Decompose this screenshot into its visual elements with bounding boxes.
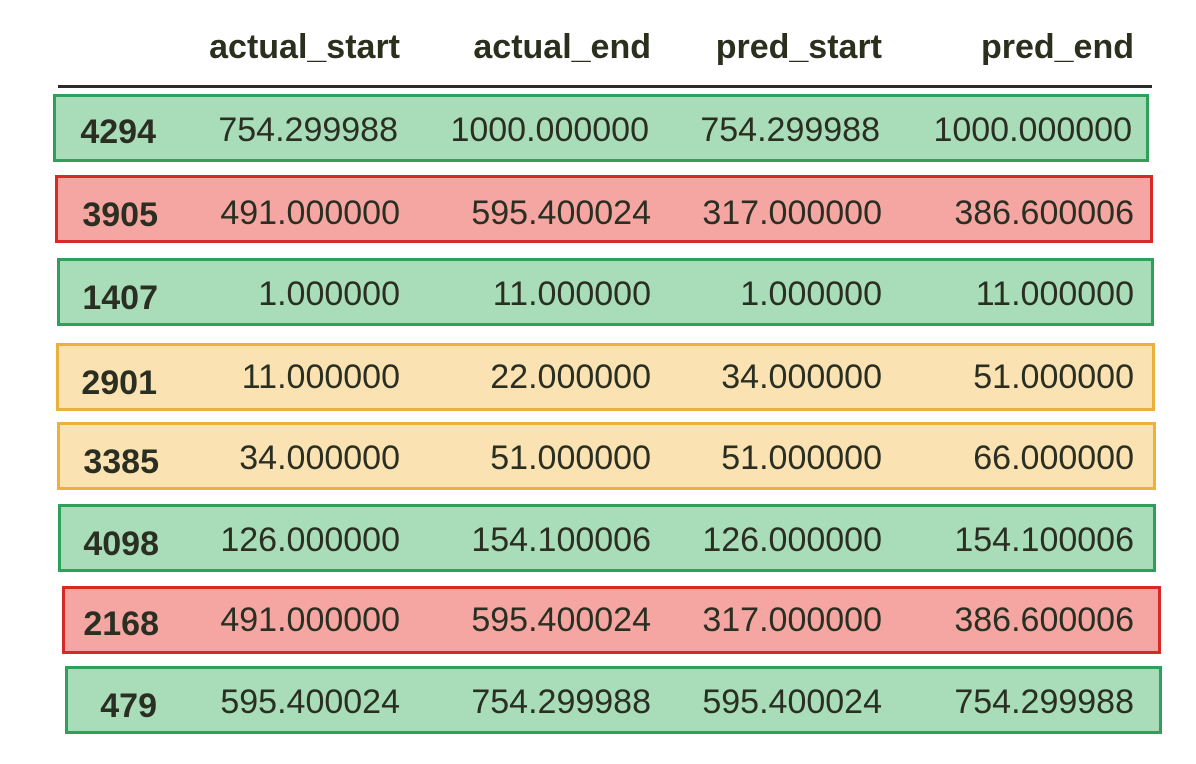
cell-pred-end: 66.000000	[973, 439, 1134, 477]
row-index: 1407	[82, 279, 158, 317]
cell-pred-start: 595.400024	[702, 683, 882, 721]
column-header-pred-end: pred_end	[980, 28, 1134, 66]
column-header-actual-end: actual_end	[473, 28, 651, 66]
row-index: 479	[100, 687, 157, 725]
cell-pred-start: 754.299988	[700, 111, 880, 149]
cell-actual-start: 491.000000	[220, 194, 400, 232]
table-row: 4294 754.299988 1000.000000 754.299988 1…	[53, 94, 1149, 162]
header-divider	[58, 85, 1152, 88]
cell-actual-start: 754.299988	[218, 111, 398, 149]
cell-pred-end: 154.100006	[954, 521, 1134, 559]
table-row: 479 595.400024 754.299988 595.400024 754…	[65, 666, 1162, 734]
cell-actual-start: 491.000000	[220, 601, 400, 639]
table-row: 3385 34.000000 51.000000 51.000000 66.00…	[57, 422, 1156, 490]
cell-pred-start: 51.000000	[721, 439, 882, 477]
table-row: 2901 11.000000 22.000000 34.000000 51.00…	[56, 343, 1155, 411]
cell-actual-end: 11.000000	[492, 275, 651, 313]
row-index: 2168	[83, 605, 159, 643]
cell-pred-start: 317.000000	[702, 601, 882, 639]
cell-pred-end: 754.299988	[954, 683, 1134, 721]
cell-pred-end: 386.600006	[954, 194, 1134, 232]
table-row: 3905 491.000000 595.400024 317.000000 38…	[55, 175, 1153, 243]
cell-actual-start: 595.400024	[220, 683, 400, 721]
cell-actual-end: 754.299988	[471, 683, 651, 721]
column-header-actual-start: actual_start	[209, 28, 400, 66]
row-index: 3905	[82, 196, 158, 234]
cell-actual-start: 126.000000	[220, 521, 400, 559]
cell-pred-end: 51.000000	[973, 358, 1134, 396]
cell-pred-start: 317.000000	[702, 194, 882, 232]
cell-actual-end: 595.400024	[471, 601, 651, 639]
cell-actual-end: 154.100006	[471, 521, 651, 559]
cell-pred-start: 126.000000	[702, 521, 882, 559]
cell-actual-start: 34.000000	[239, 439, 400, 477]
cell-pred-start: 34.000000	[721, 358, 882, 396]
row-index: 2901	[81, 364, 157, 402]
table-header: actual_start actual_end pred_start pred_…	[0, 18, 1196, 78]
table-row: 2168 491.000000 595.400024 317.000000 38…	[62, 586, 1161, 654]
cell-actual-end: 595.400024	[471, 194, 651, 232]
cell-pred-end: 386.600006	[954, 601, 1134, 639]
row-index: 4098	[83, 525, 159, 563]
table-row: 1407 1.000000 11.000000 1.000000 11.0000…	[57, 258, 1154, 326]
cell-pred-end: 11.000000	[975, 275, 1134, 313]
column-header-pred-start: pred_start	[715, 28, 882, 66]
cell-pred-start: 1.000000	[740, 275, 882, 313]
cell-actual-end: 1000.000000	[450, 111, 649, 149]
row-index: 3385	[83, 443, 159, 481]
cell-actual-end: 22.000000	[490, 358, 651, 396]
cell-pred-end: 1000.000000	[933, 111, 1132, 149]
cell-actual-start: 11.000000	[241, 358, 400, 396]
table-row: 4098 126.000000 154.100006 126.000000 15…	[58, 504, 1156, 572]
cell-actual-start: 1.000000	[258, 275, 400, 313]
row-index: 4294	[80, 113, 156, 151]
cell-actual-end: 51.000000	[490, 439, 651, 477]
